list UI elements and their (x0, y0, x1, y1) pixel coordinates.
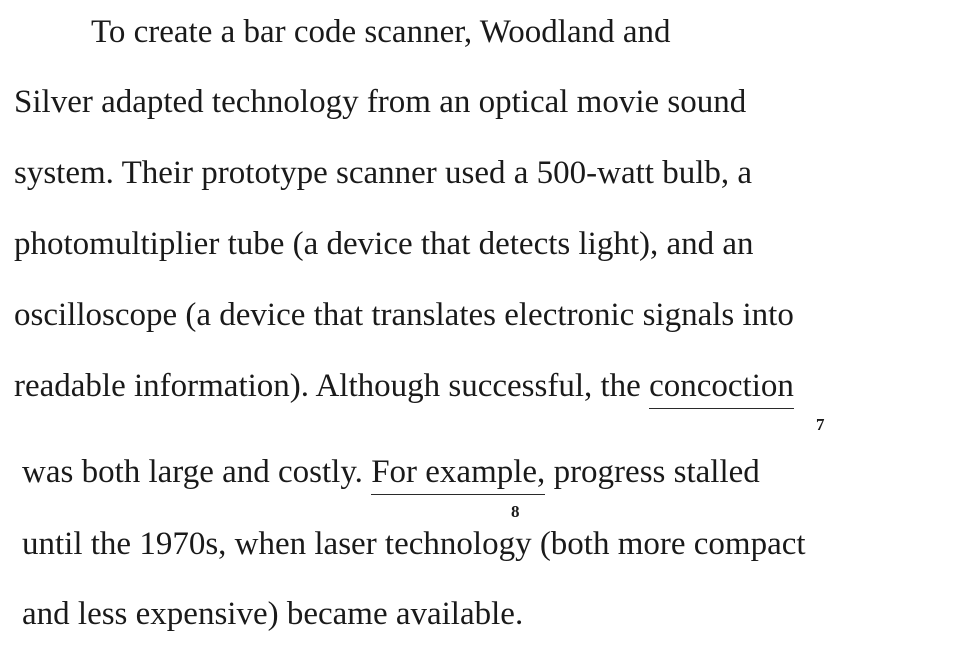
passage-line-4: photomultiplier tube (a device that dete… (14, 226, 754, 262)
question-number-7: 7 (816, 415, 825, 434)
passage-line-6-text: readable information). Although successf… (14, 368, 650, 404)
passage-line-6: readable information). Although successf… (14, 366, 794, 409)
passage-line-3: system. Their prototype scanner used a 5… (14, 155, 753, 191)
passage-line-7-text-after: progress stalled (545, 454, 760, 490)
passage-line-8: until the 1970s, when laser technology (… (22, 526, 806, 562)
question-number-8: 8 (511, 502, 520, 521)
underlined-segment-7[interactable]: concoction (649, 366, 794, 409)
passage-line-9: and less expensive) became available. (22, 596, 524, 632)
passage-line-7: was both large and costly. For example, … (22, 452, 760, 495)
passage-line-1: To create a bar code scanner, Woodland a… (91, 14, 671, 50)
underlined-segment-8[interactable]: For example, (371, 452, 546, 495)
passage-line-7-text-before: was both large and costly. (22, 454, 372, 490)
passage-line-5: oscilloscope (a device that translates e… (14, 297, 794, 333)
passage-line-2: Silver adapted technology from an optica… (14, 84, 747, 120)
